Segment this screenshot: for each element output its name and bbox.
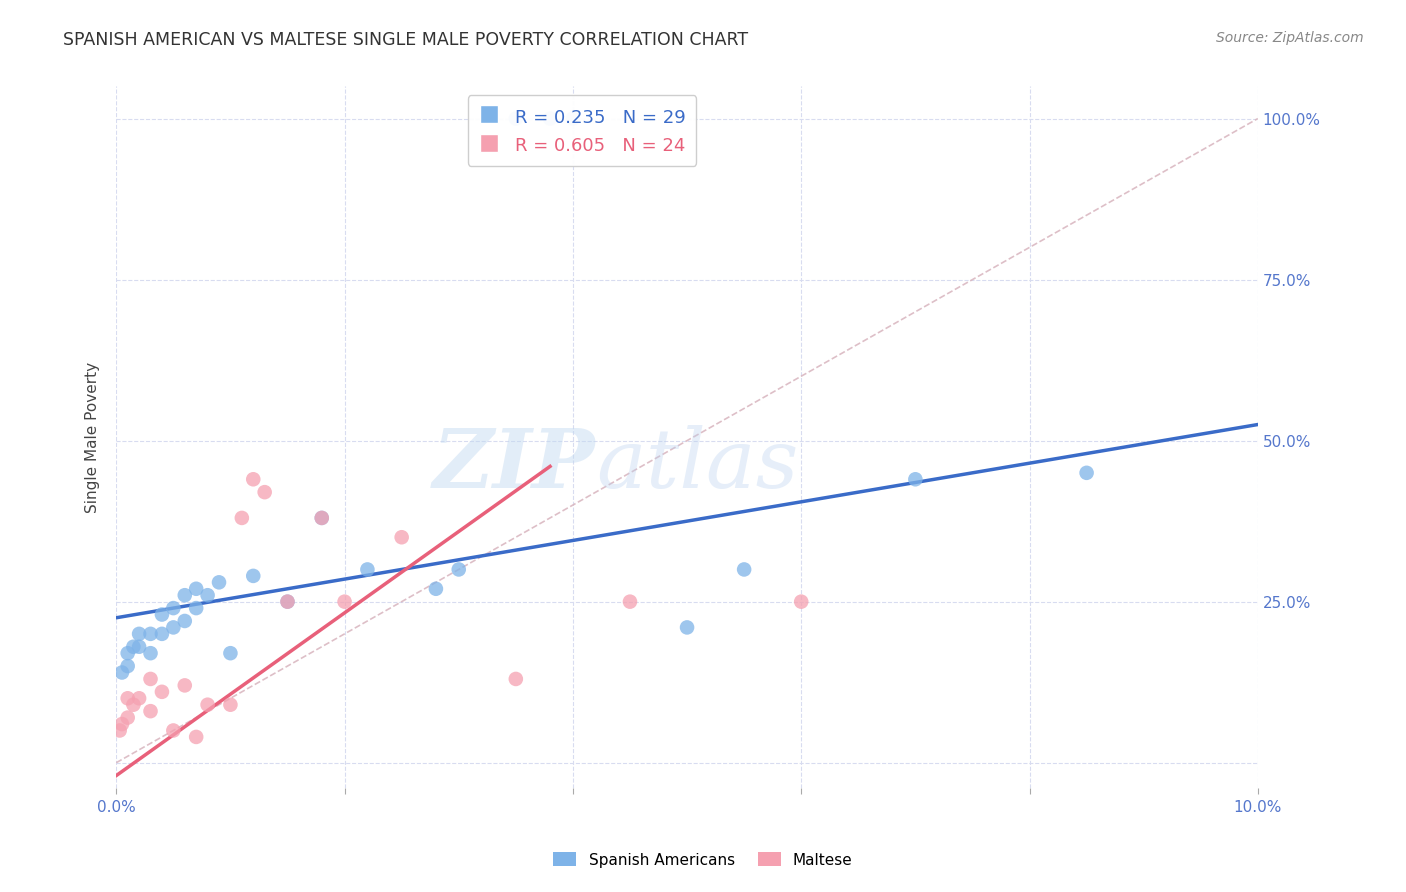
Legend: Spanish Americans, Maltese: Spanish Americans, Maltese (547, 847, 859, 873)
Point (197, 588, 219, 602)
Text: atlas: atlas (596, 425, 799, 506)
Point (117, 710, 139, 724)
Point (561, 112, 583, 126)
Point (733, 562, 755, 576)
Point (425, 582, 447, 596)
Point (253, 485, 276, 500)
Text: SPANISH AMERICAN VS MALTESE SINGLE MALE POVERTY CORRELATION CHART: SPANISH AMERICAN VS MALTESE SINGLE MALE … (63, 31, 748, 49)
Point (128, 627, 150, 641)
Point (219, 646, 242, 660)
Point (162, 723, 184, 738)
Point (790, 595, 813, 609)
Point (117, 659, 139, 673)
Point (186, 730, 208, 744)
Point (111, 665, 134, 680)
Point (208, 575, 231, 590)
Point (186, 582, 208, 596)
Point (162, 601, 184, 615)
Point (904, 472, 927, 486)
Point (150, 627, 173, 641)
Point (676, 620, 699, 634)
Point (333, 595, 356, 609)
Point (447, 562, 470, 576)
Point (173, 678, 195, 692)
Point (505, 112, 527, 126)
Point (276, 595, 298, 609)
Point (242, 569, 264, 583)
Point (538, 112, 561, 126)
Point (139, 704, 162, 718)
Point (186, 601, 208, 615)
Point (128, 640, 150, 654)
Point (162, 620, 184, 634)
Point (242, 472, 264, 486)
Point (311, 511, 333, 525)
Point (231, 511, 253, 525)
Point (505, 672, 527, 686)
Point (139, 627, 162, 641)
Text: Source: ZipAtlas.com: Source: ZipAtlas.com (1216, 31, 1364, 45)
Point (619, 595, 641, 609)
Point (117, 691, 139, 706)
Point (111, 717, 134, 731)
Point (108, 723, 131, 738)
Point (219, 698, 242, 712)
Point (122, 698, 145, 712)
Point (356, 562, 378, 576)
Point (150, 685, 173, 699)
Point (139, 646, 162, 660)
Point (197, 698, 219, 712)
Point (122, 640, 145, 654)
Y-axis label: Single Male Poverty: Single Male Poverty (86, 362, 100, 513)
Point (117, 646, 139, 660)
Point (391, 530, 413, 544)
Point (173, 588, 195, 602)
Point (128, 691, 150, 706)
Point (276, 595, 298, 609)
Legend: R = 0.235   N = 29, R = 0.605   N = 24: R = 0.235 N = 29, R = 0.605 N = 24 (468, 95, 696, 166)
Point (173, 614, 195, 628)
Point (139, 672, 162, 686)
Point (1076, 466, 1098, 480)
Text: ZIP: ZIP (433, 425, 596, 506)
Point (311, 511, 333, 525)
Point (150, 607, 173, 622)
